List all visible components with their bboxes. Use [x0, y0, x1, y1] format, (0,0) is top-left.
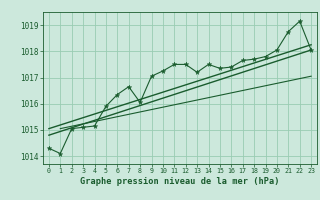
- X-axis label: Graphe pression niveau de la mer (hPa): Graphe pression niveau de la mer (hPa): [80, 177, 280, 186]
